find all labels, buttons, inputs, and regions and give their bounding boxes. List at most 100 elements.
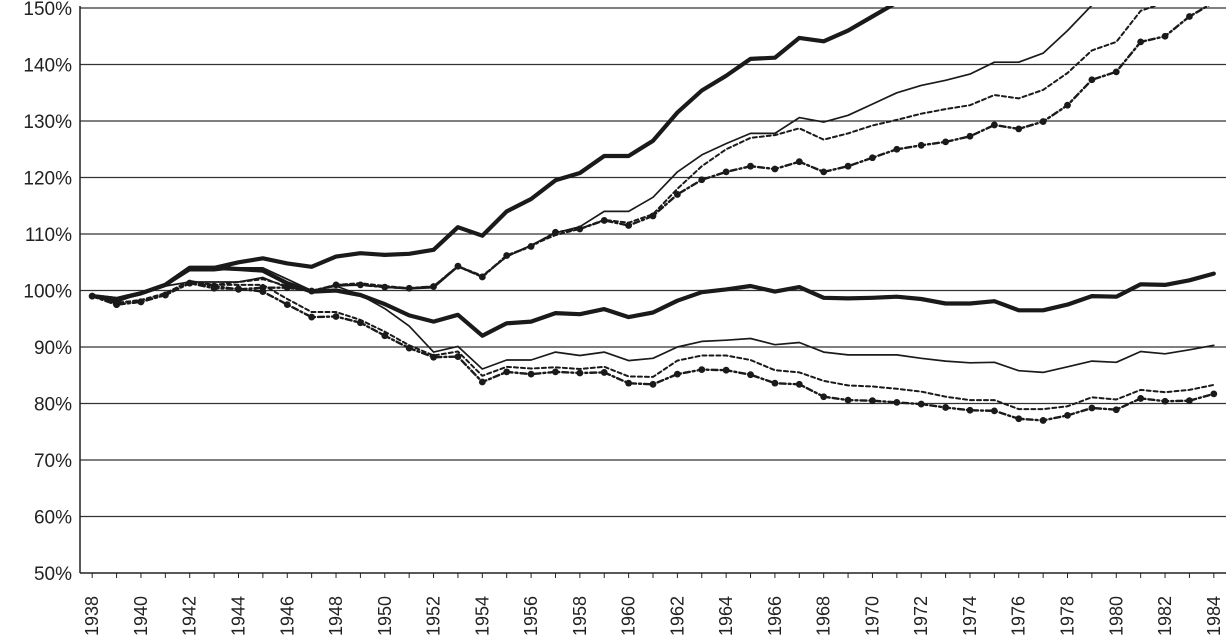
y-tick-label: 70%	[34, 451, 72, 472]
y-tick-label: 130%	[23, 112, 72, 133]
x-tick-label: 1968	[814, 596, 834, 636]
data-point-marker	[795, 380, 803, 388]
data-point-marker	[1137, 395, 1145, 402]
data-point-marker	[332, 313, 340, 320]
data-point-marker	[625, 379, 633, 387]
x-tick-label: 1964	[716, 596, 736, 636]
y-tick-label: 60%	[34, 508, 72, 529]
series-line	[91, 281, 1215, 411]
data-point-marker	[820, 168, 828, 176]
data-point-marker	[88, 292, 96, 300]
data-point-marker	[966, 132, 974, 140]
data-point-marker	[795, 158, 803, 166]
x-tick-label: 1962	[667, 596, 687, 636]
y-tick-label: 100%	[23, 282, 72, 303]
series-lines	[88, 0, 1218, 424]
data-point-marker	[1161, 32, 1169, 40]
series-lower-thick-solid	[90, 265, 1216, 338]
x-tick-labels: 1938 1940 1942 1944 1946 1948 1950 1952 1954 1956…	[82, 596, 1224, 636]
y-tick-labels: 50% 60% 70% 80% 90% 100% 110% 120% 130% 140% 150%	[23, 0, 72, 585]
series-upper-thin-solid	[91, 6, 1093, 303]
y-tick-label: 90%	[34, 338, 72, 359]
data-point-marker	[1088, 76, 1096, 84]
data-point-marker	[552, 368, 559, 376]
data-point-marker	[917, 141, 925, 149]
data-point-marker	[673, 370, 681, 378]
data-point-marker	[771, 165, 779, 173]
axes	[79, 6, 1226, 578]
series-upper-dash-dot-markers	[88, 0, 1217, 309]
data-point-marker	[210, 284, 218, 292]
data-point-marker	[893, 398, 901, 406]
data-point-marker	[576, 225, 584, 233]
x-tick-label: 1954	[472, 596, 492, 636]
x-tick-label: 1974	[960, 596, 980, 636]
series-lower-dashed	[91, 281, 1215, 411]
x-tick-label: 1982	[1155, 596, 1175, 636]
data-point-marker	[917, 400, 925, 408]
data-point-marker	[844, 396, 852, 404]
data-point-marker	[430, 283, 437, 290]
data-point-marker	[600, 369, 608, 376]
series-line	[91, 276, 1215, 374]
x-tick-label: 1948	[326, 596, 346, 636]
data-point-marker	[161, 291, 169, 299]
data-point-marker	[454, 353, 462, 361]
data-point-marker	[405, 344, 413, 352]
x-tick-label: 1976	[1009, 596, 1029, 636]
data-point-marker	[137, 298, 145, 306]
data-point-marker	[747, 371, 754, 379]
x-tick-label: 1970	[862, 596, 882, 636]
x-tick-label: 1940	[131, 596, 151, 636]
data-point-marker	[1137, 38, 1145, 46]
data-point-marker	[844, 162, 852, 170]
data-point-marker	[186, 279, 194, 287]
x-tick-label: 1952	[424, 596, 444, 636]
data-point-marker	[942, 138, 949, 146]
data-point-marker	[771, 379, 779, 387]
x-tick-label: 1946	[277, 596, 297, 636]
data-point-marker	[454, 262, 462, 270]
x-tick-label: 1944	[228, 596, 248, 636]
data-point-marker	[503, 368, 511, 376]
data-point-marker	[283, 301, 291, 309]
x-tick-label: 1972	[911, 596, 931, 636]
x-tick-label: 1980	[1106, 596, 1126, 636]
data-point-marker	[1015, 125, 1023, 133]
data-point-marker	[698, 366, 706, 373]
data-point-marker	[259, 288, 267, 296]
data-point-marker	[1112, 406, 1120, 414]
data-point-marker	[381, 283, 389, 291]
x-tick-label: 1966	[765, 596, 785, 636]
series-line	[90, 265, 1216, 338]
data-point-marker	[1088, 404, 1096, 412]
data-point-marker	[747, 162, 754, 170]
x-tick-label: 1956	[521, 596, 541, 636]
series-line	[91, 6, 1093, 303]
data-point-marker	[113, 301, 120, 309]
data-point-marker	[869, 154, 876, 162]
data-point-marker	[649, 380, 657, 388]
data-point-marker	[820, 393, 828, 401]
data-point-marker	[625, 222, 633, 229]
series-upper-thick-solid	[90, 6, 895, 302]
series-line	[91, 282, 1215, 422]
data-point-marker	[1210, 0, 1217, 6]
data-point-marker	[893, 145, 901, 153]
y-tick-label: 50%	[34, 564, 72, 585]
x-tick-label: 1958	[570, 596, 590, 636]
data-point-marker	[1112, 68, 1120, 76]
data-point-marker	[649, 212, 657, 220]
data-point-marker	[1064, 411, 1071, 419]
series-line	[90, 6, 895, 302]
x-tick-label: 1978	[1058, 596, 1078, 636]
x-tick-label: 1942	[180, 596, 200, 636]
data-point-marker	[600, 217, 608, 224]
data-point-marker	[673, 191, 681, 198]
data-point-marker	[405, 284, 413, 292]
y-tick-label: 110%	[25, 225, 72, 246]
data-point-marker	[308, 313, 316, 321]
data-point-marker	[1210, 390, 1218, 398]
data-point-marker	[1186, 397, 1193, 405]
